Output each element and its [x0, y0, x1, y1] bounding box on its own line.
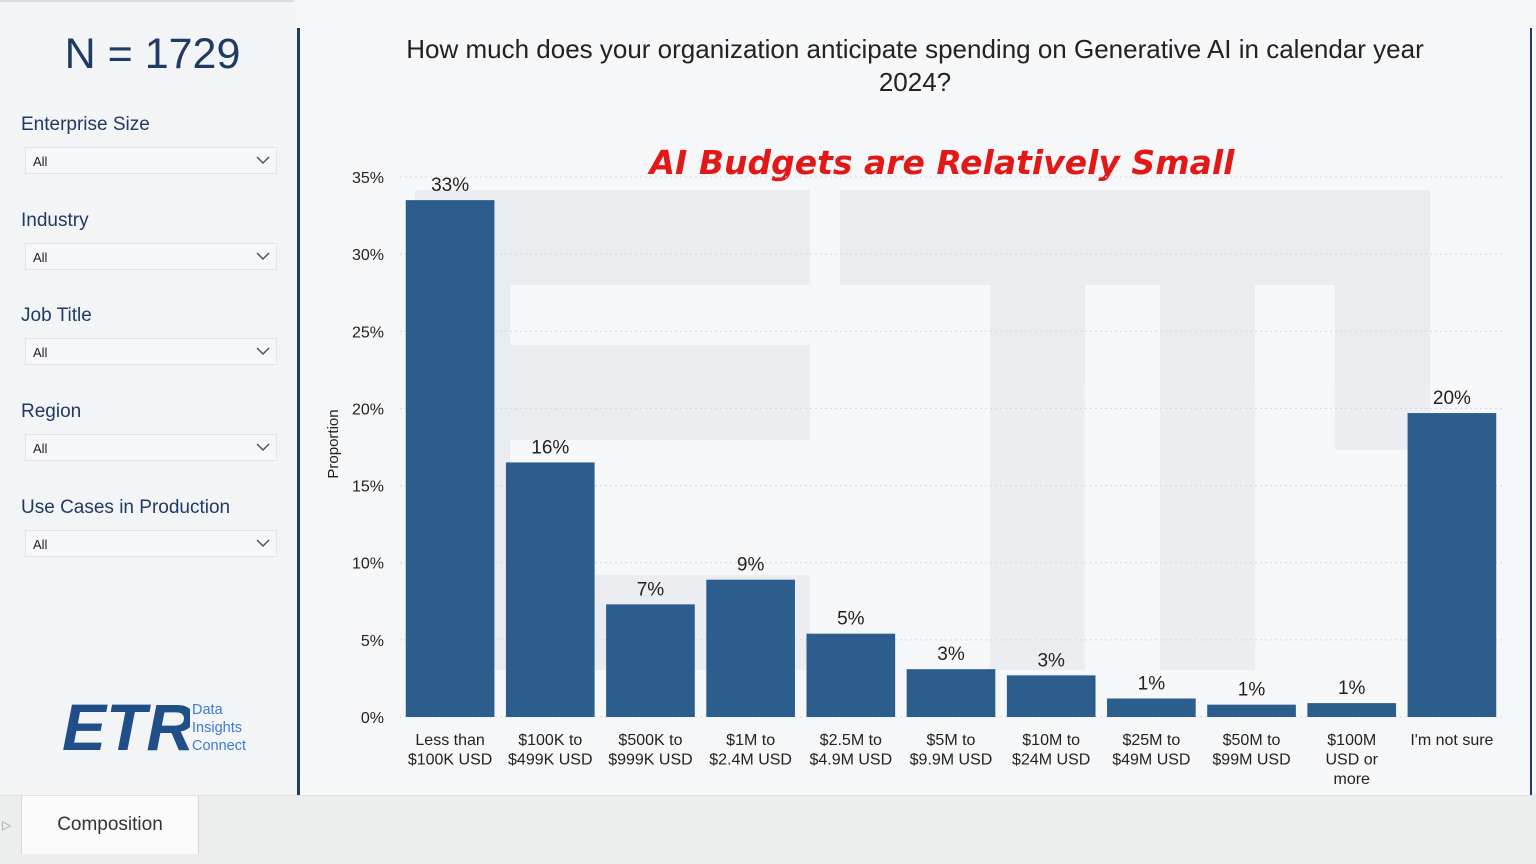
bar-chart: How much does your organization anticipa… — [325, 34, 1502, 788]
job-title-dropdown[interactable]: All — [25, 338, 277, 365]
sample-size-label: N = 1729 — [64, 30, 241, 78]
dropdown-value: All — [33, 250, 48, 265]
y-tick-label: 10% — [352, 556, 384, 573]
etr-logo-mark: ETR — [62, 698, 190, 754]
chart-title-line2: 2024? — [879, 67, 951, 97]
filter-industry: Industry All — [21, 210, 279, 270]
x-tick-label: $10M to $24M USD — [1012, 732, 1090, 769]
logo-text-connect: Connect — [192, 738, 247, 754]
y-tick-label: 35% — [352, 170, 384, 187]
chart-panel: How much does your organization anticipa… — [300, 0, 1536, 795]
chart-title-line1: How much does your organization anticipa… — [406, 34, 1424, 64]
bar[interactable] — [505, 462, 595, 717]
x-tick-labels: Less than $100K USD $100K to $499K USD $500K… — [408, 732, 1494, 788]
y-tick-labels: 0% 5% 10% 15% 20% 25% 30% 35% — [352, 170, 384, 727]
data-label: 5% — [837, 609, 865, 630]
dropdown-value: All — [33, 345, 48, 360]
data-label: 3% — [1037, 650, 1065, 671]
chevron-down-icon — [256, 347, 270, 356]
bars — [405, 200, 1497, 718]
tab-composition[interactable]: Composition — [21, 796, 199, 854]
logo-wordmark: Data Insights Connect — [192, 701, 246, 755]
top-border — [0, 0, 294, 2]
tab-scroll-icon[interactable]: ▷ — [2, 818, 12, 832]
y-tick-label: 15% — [352, 479, 384, 496]
chevron-down-icon — [256, 252, 270, 261]
data-label: 9% — [737, 555, 765, 576]
y-tick-label: 20% — [352, 401, 384, 418]
bar[interactable] — [906, 669, 996, 717]
y-tick-label: 0% — [361, 710, 384, 727]
filter-label: Job Title — [21, 305, 92, 326]
right-border — [1530, 28, 1532, 795]
bar[interactable] — [405, 200, 495, 718]
x-tick-label: $100M USD or more — [1326, 732, 1379, 788]
chevron-down-icon — [256, 156, 270, 165]
data-label: 1% — [1138, 673, 1166, 694]
region-dropdown[interactable]: All — [25, 434, 277, 461]
bar[interactable] — [1207, 704, 1296, 717]
filter-label: Region — [21, 401, 82, 422]
data-label: 1% — [1238, 680, 1266, 701]
logo-text-data: Data — [192, 702, 223, 718]
bar[interactable] — [1107, 698, 1196, 717]
x-tick-label: $5M to $9.9M USD — [910, 732, 993, 769]
x-tick-label: $50M to $99M USD — [1212, 732, 1290, 769]
bar[interactable] — [806, 633, 896, 717]
filter-label: Use Cases in Production — [21, 497, 231, 518]
enterprise-size-dropdown[interactable]: All — [25, 147, 277, 174]
data-label: 1% — [1338, 678, 1366, 699]
use-cases-dropdown[interactable]: All — [25, 530, 277, 557]
x-tick-label: Less than $100K USD — [408, 732, 493, 769]
x-tick-label: $2.5M to $4.9M USD — [809, 732, 892, 769]
x-tick-label: $100K to $499K USD — [508, 732, 592, 769]
chevron-down-icon — [256, 539, 270, 548]
filter-label: Enterprise Size — [21, 114, 150, 135]
bar[interactable] — [1006, 675, 1096, 717]
svg-text:ETR: ETR — [62, 698, 190, 754]
x-tick-label: $1M to $2.4M USD — [709, 732, 792, 769]
filter-region: Region All — [21, 401, 279, 461]
y-tick-label: 30% — [352, 247, 384, 264]
data-labels: 33% 16% 7% 9% 5% 3% 3% 1% 1% 1% 20% — [431, 175, 1471, 701]
dropdown-value: All — [33, 154, 48, 169]
logo-text-insights: Insights — [192, 720, 242, 736]
dropdown-value: All — [33, 537, 48, 552]
etr-logo: ETR Data Insights Connect — [62, 698, 262, 758]
bar[interactable] — [1307, 703, 1397, 717]
y-axis-label: Proportion — [325, 409, 342, 478]
chart-annotation: AI Budgets are Relatively Small — [647, 143, 1236, 182]
x-tick-label: I'm not sure — [1410, 732, 1493, 749]
filter-use-cases: Use Cases in Production All — [21, 497, 279, 557]
bar[interactable] — [706, 579, 795, 717]
data-label: 20% — [1433, 388, 1471, 409]
x-tick-label: $500K to $999K USD — [608, 732, 693, 769]
filter-job-title: Job Title All — [21, 305, 279, 365]
sidebar-divider — [297, 28, 300, 795]
x-tick-label: $25M to $49M USD — [1112, 732, 1190, 769]
data-label: 33% — [431, 175, 469, 196]
y-tick-label: 25% — [352, 324, 384, 341]
data-label: 7% — [637, 579, 665, 600]
filter-enterprise-size: Enterprise Size All — [21, 114, 279, 174]
data-label: 3% — [937, 644, 965, 665]
data-label: 16% — [531, 437, 569, 458]
page-tab-bar: ▷ Composition — [0, 795, 1536, 864]
bar[interactable] — [1407, 413, 1497, 717]
industry-dropdown[interactable]: All — [25, 243, 277, 270]
dropdown-value: All — [33, 441, 48, 456]
bar[interactable] — [606, 604, 695, 717]
filter-sidebar: N = 1729 Enterprise Size All Industry Al… — [0, 0, 297, 795]
chevron-down-icon — [256, 443, 270, 452]
filter-label: Industry — [21, 210, 89, 231]
y-tick-label: 5% — [361, 633, 384, 650]
